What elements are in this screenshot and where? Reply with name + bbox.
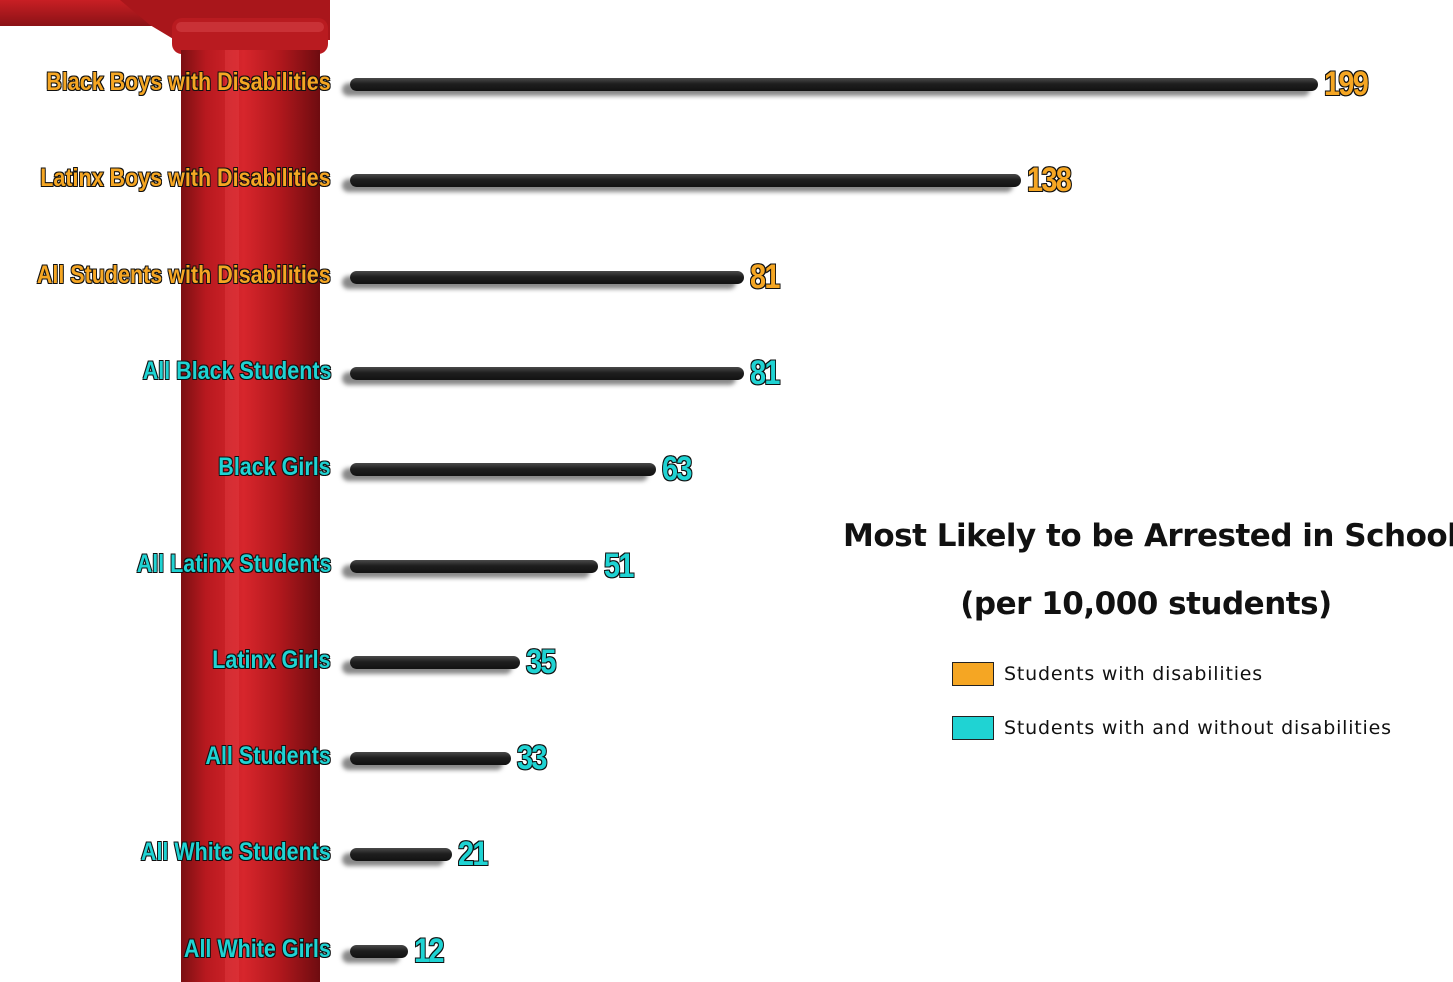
- legend-swatch-cyan: [952, 716, 994, 740]
- bar: [350, 366, 744, 380]
- category-label: Latinx Boys with Disabilities: [40, 163, 332, 193]
- value-label: 35: [525, 642, 557, 681]
- legend-item-disabilities: Students with disabilities: [952, 661, 1263, 687]
- category-label: All Students: [205, 741, 332, 771]
- legend-label: Students with disabilities: [1004, 663, 1263, 685]
- red-pipe-background: [0, 0, 330, 982]
- legend-swatch-orange: [952, 662, 994, 686]
- bar: [350, 944, 409, 958]
- bar: [350, 270, 744, 284]
- category-label: All Students with Disabilities: [36, 260, 331, 290]
- bar: [350, 752, 511, 766]
- bar: [350, 174, 1022, 188]
- bar: [350, 655, 521, 669]
- value-label: 81: [749, 257, 781, 296]
- chart-title: Most Likely to be Arrested in School: [843, 518, 1453, 554]
- chart-subtitle: (per 10,000 students): [960, 586, 1332, 622]
- value-label: 138: [1026, 161, 1073, 200]
- category-label: Black Boys with Disabilities: [46, 67, 332, 97]
- category-label: All White Girls: [183, 934, 331, 964]
- bar: [350, 78, 1318, 91]
- legend-label: Students with and without disabilities: [1004, 717, 1392, 739]
- category-label: All Black Students: [142, 356, 332, 386]
- value-label: 21: [457, 835, 489, 874]
- value-label: 33: [516, 739, 548, 778]
- category-label: All Latinx Students: [136, 549, 332, 579]
- bar: [350, 463, 657, 477]
- category-label: All White Students: [140, 838, 331, 868]
- value-label: 81: [749, 353, 781, 392]
- value-label: 12: [414, 931, 446, 970]
- legend-item-all-students: Students with and without disabilities: [952, 715, 1392, 741]
- value-label: 199: [1323, 65, 1370, 103]
- bar: [350, 848, 453, 862]
- bar: [350, 559, 599, 573]
- value-label: 51: [603, 546, 635, 585]
- category-label: Latinx Girls: [212, 645, 332, 675]
- category-label: Black Girls: [218, 452, 332, 482]
- value-label: 63: [662, 450, 694, 489]
